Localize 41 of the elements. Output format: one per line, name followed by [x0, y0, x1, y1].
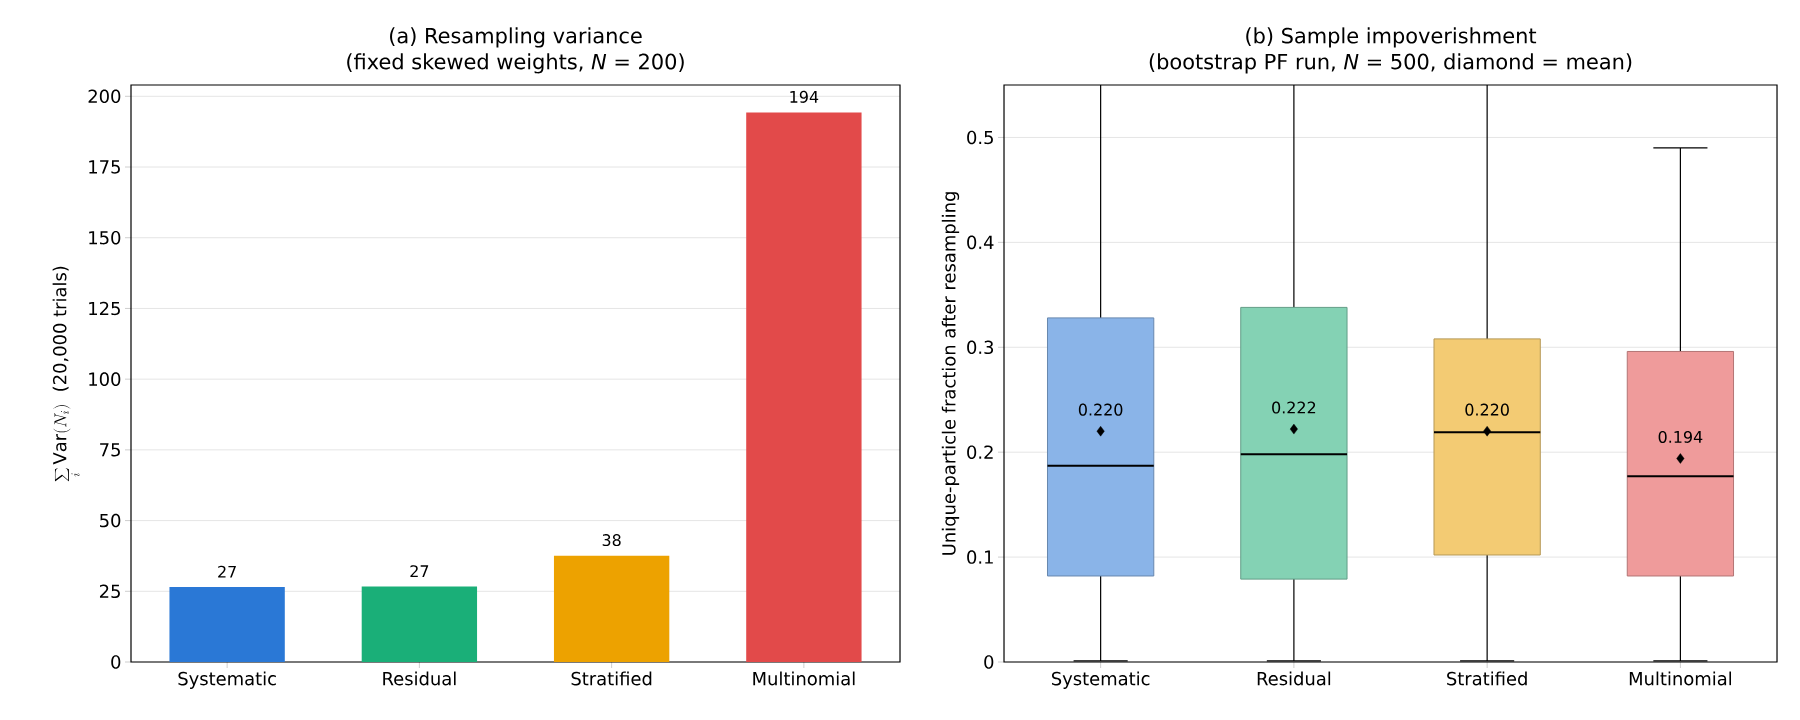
- y-tick-label: 175: [89, 160, 120, 174]
- annotation: 0.220: [1465, 403, 1509, 416]
- chart-subtitle: (bootstrap PF run, N = 500, diamond = mean): [1149, 53, 1632, 74]
- y-tick-label: 75: [100, 443, 120, 457]
- y-tick-label: 0.3: [967, 340, 994, 355]
- y-tick-label: 0: [111, 655, 121, 669]
- data-label: 27: [410, 565, 429, 577]
- x-tick-label: Multinomial: [1629, 671, 1732, 686]
- bar: [746, 112, 862, 662]
- y-tick-label: 0.5: [967, 130, 993, 145]
- x-tick-label: Residual: [383, 671, 456, 686]
- x-tick-label: Residual: [1257, 671, 1331, 686]
- y-tick-label: 125: [89, 301, 120, 316]
- y-tick-label: 50: [100, 513, 121, 528]
- chart-title: (b) Sample impoverishment: [1246, 27, 1537, 48]
- x-tick-label: Systematic: [1051, 671, 1150, 689]
- data-label: 27: [218, 565, 236, 578]
- x-tick-label: Multinomial: [753, 671, 855, 686]
- y-tick-label: 100: [89, 372, 121, 386]
- annotation: 0.222: [1272, 401, 1316, 414]
- y-tick-label: 0: [984, 655, 994, 669]
- bar: [361, 586, 478, 662]
- bar: [553, 555, 670, 662]
- y-tick-label: 0.4: [967, 235, 994, 250]
- y-tick-label: 0.2: [967, 445, 993, 459]
- annotation: 0.194: [1658, 430, 1703, 443]
- y-axis-title: Unique-particle fraction after resampling: [941, 192, 960, 555]
- y-tick-label: 200: [88, 89, 121, 104]
- data-label: 194: [790, 90, 819, 103]
- x-tick-label: Stratified: [1447, 671, 1527, 686]
- chart-title: (a) Resampling variance: [390, 27, 642, 48]
- y-tick-label: 150: [89, 230, 121, 245]
- annotation: 0.220: [1078, 403, 1123, 416]
- chart-subtitle: (fixed skewed weights, N = 200): [347, 53, 684, 74]
- x-tick-label: Stratified: [571, 671, 652, 686]
- data-label: 38: [602, 534, 621, 547]
- bar: [169, 587, 285, 662]
- x-tick-label: Systematic: [178, 671, 276, 689]
- y-tick-label: 25: [99, 584, 120, 599]
- y-axis-title: $\sum_i \mathrm{Var}(N_i)\ \ \mbox{(20,000 trials)}$: [52, 266, 80, 482]
- y-tick-label: 0.1: [967, 550, 993, 564]
